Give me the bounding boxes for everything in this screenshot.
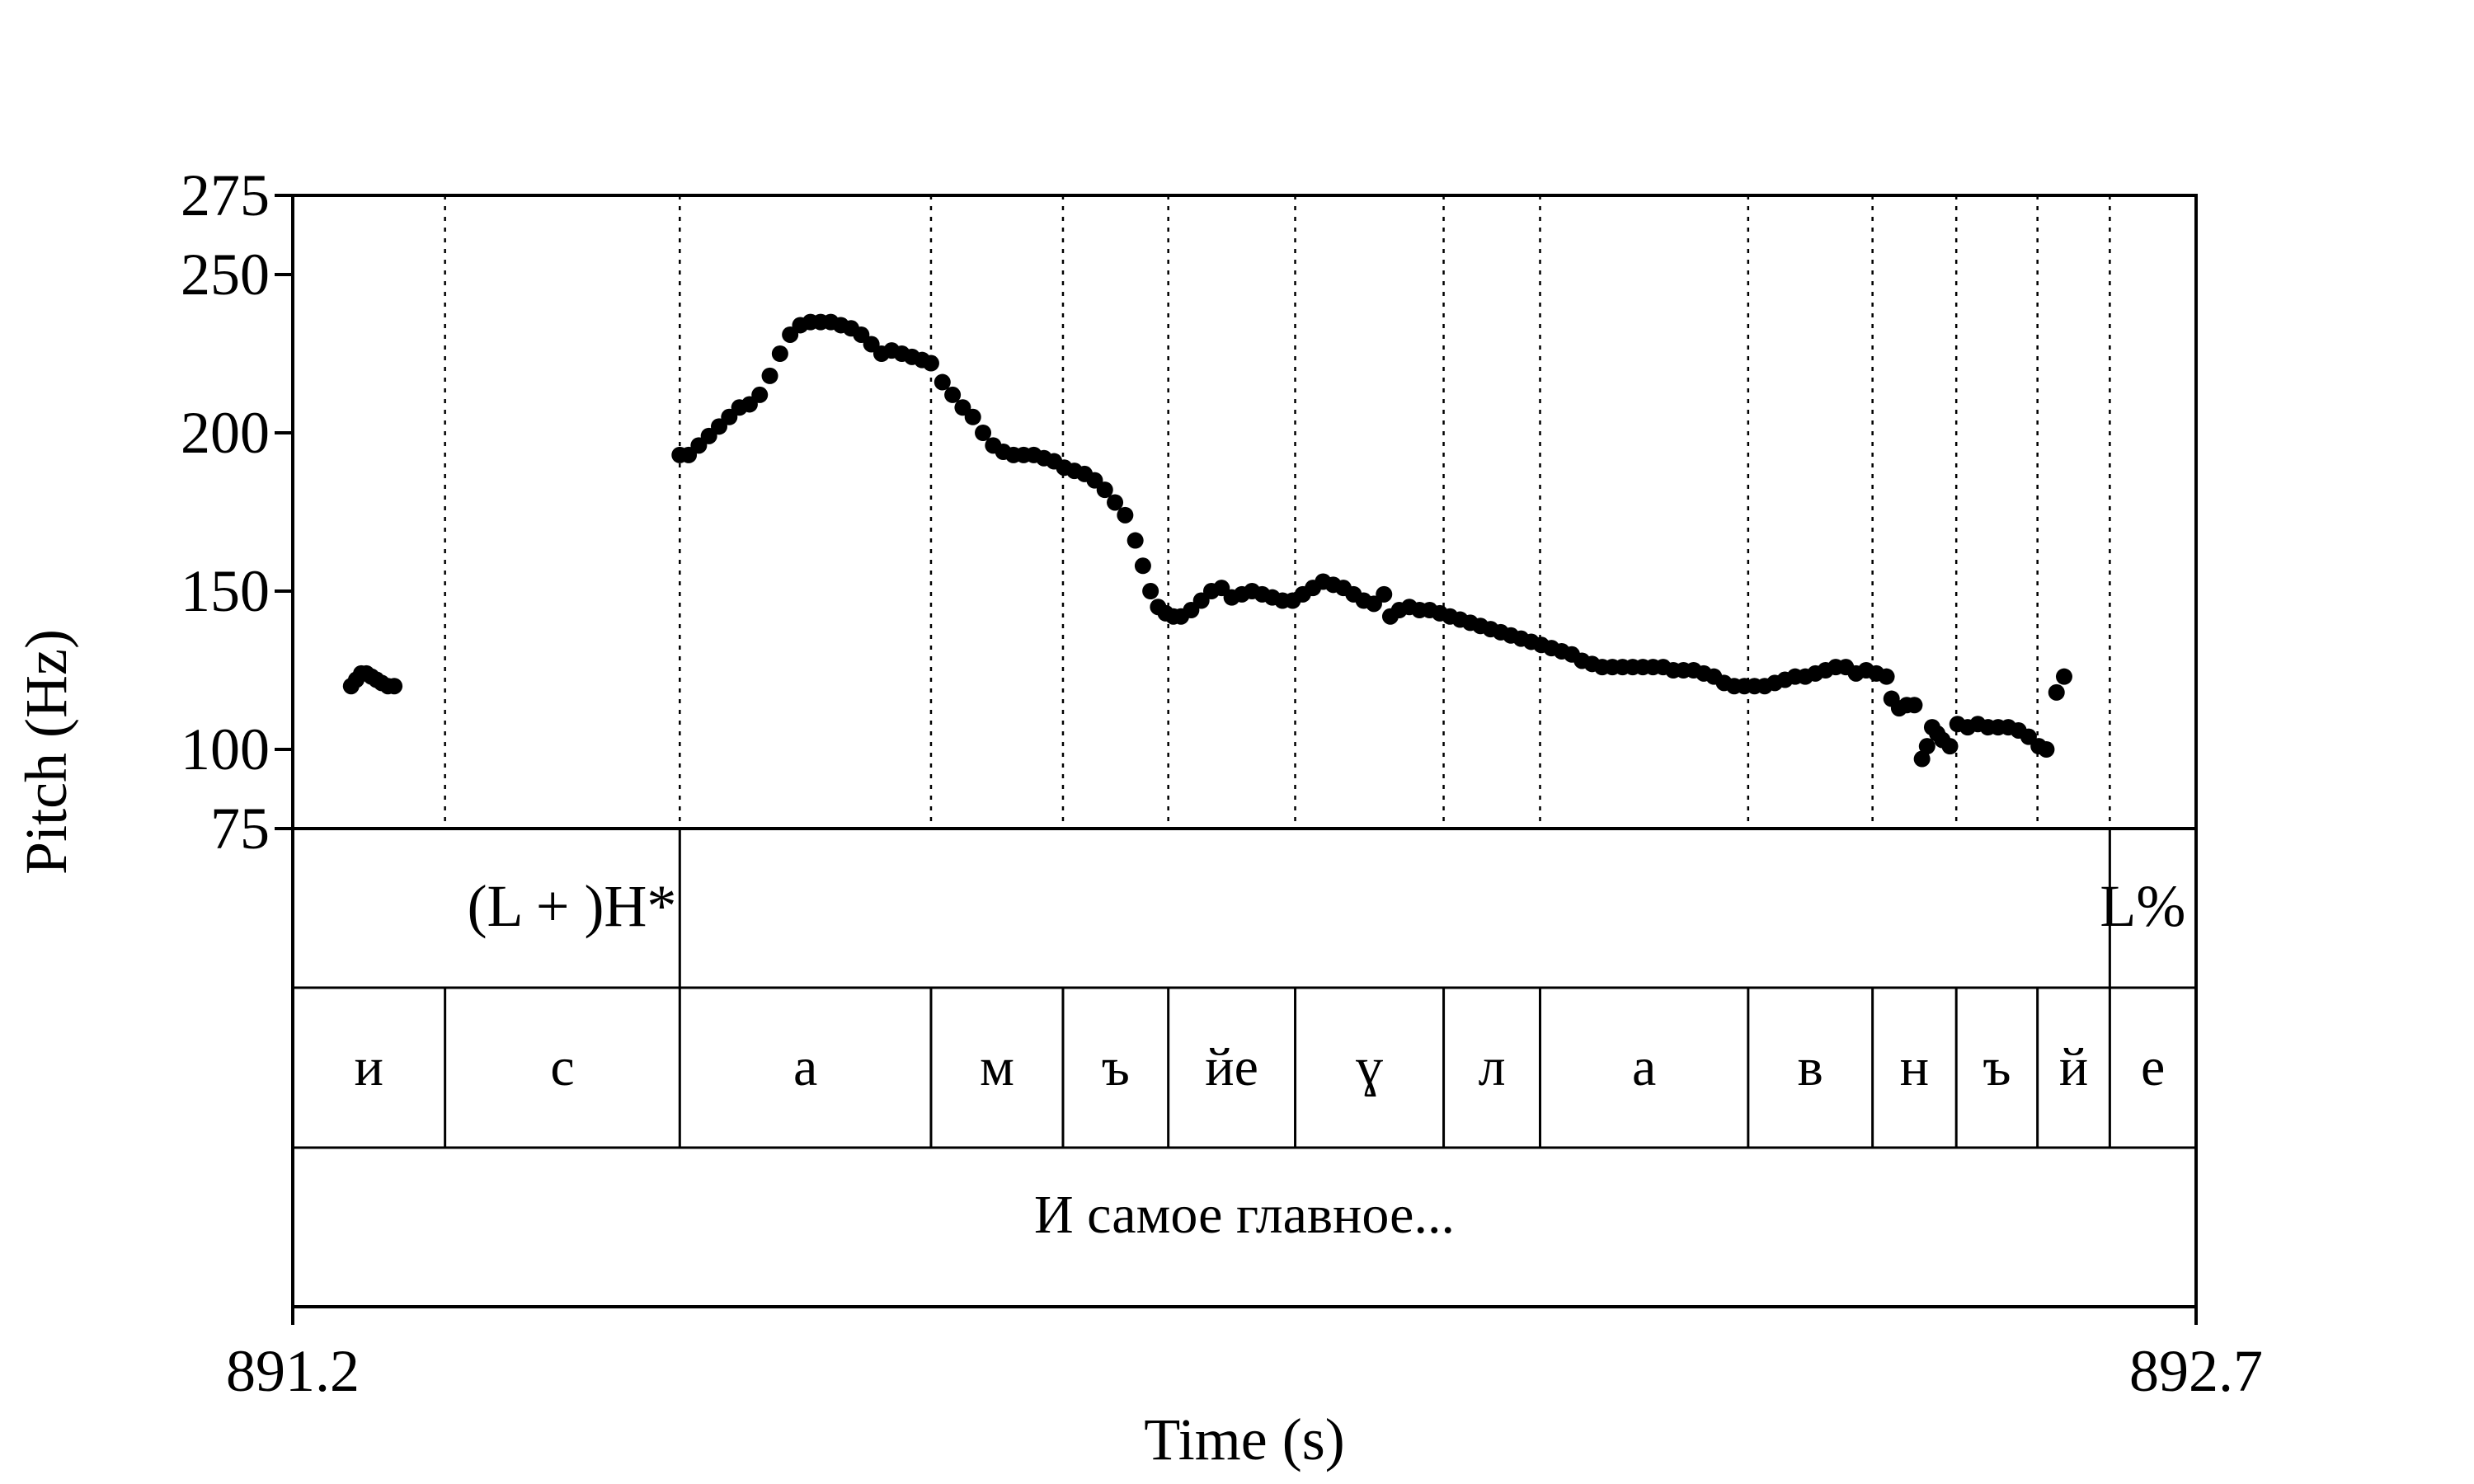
- segment-label: и: [355, 1037, 383, 1097]
- pitch-point: [386, 678, 403, 695]
- segment-label: а: [793, 1037, 817, 1097]
- tone-label: (L + )H*: [468, 873, 677, 939]
- segment-label: й: [2059, 1037, 2088, 1097]
- pitch-point: [1941, 738, 1959, 755]
- x-tick-label: 891.2: [226, 1338, 360, 1404]
- pitch-point: [922, 355, 939, 372]
- y-axis-label: Pitch (Hz): [13, 629, 79, 875]
- segment-label: ъ: [1102, 1037, 1130, 1097]
- pitch-point: [1913, 750, 1931, 768]
- chart-frames: [291, 194, 2198, 1325]
- pitch-point: [2055, 668, 2072, 685]
- segment-label: в: [1798, 1037, 1823, 1097]
- pitch-point: [1918, 738, 1935, 755]
- segment-label: ъ: [1982, 1037, 2011, 1097]
- sentence-label: И самое главное...: [1034, 1185, 1455, 1245]
- tier-frame: [291, 827, 2198, 1308]
- pitch-point: [1096, 481, 1113, 499]
- y-tick-label: 200: [181, 400, 270, 466]
- pitch-point: [1134, 557, 1151, 575]
- segment-label: ɣ: [1356, 1037, 1383, 1097]
- tone-tier: (L + )H* L%: [468, 829, 2185, 988]
- segment-boundaries: [444, 195, 2111, 829]
- segment-label: м: [980, 1037, 1014, 1097]
- y-tick-label: 100: [181, 716, 270, 782]
- pitch-point: [2048, 683, 2065, 701]
- y-tick-label: 250: [181, 242, 270, 308]
- y-tick-label: 150: [181, 558, 270, 624]
- x-axis-ticks: 891.2 892.7: [226, 1338, 2263, 1404]
- pitch-points: [342, 313, 2072, 768]
- segment-label: а: [1632, 1037, 1656, 1097]
- pitch-point: [761, 367, 778, 384]
- pitch-point: [1107, 494, 1124, 511]
- pitch-point: [1117, 506, 1134, 524]
- pitch-point: [1142, 583, 1159, 599]
- pitch-point: [751, 386, 769, 403]
- pitch-point: [2038, 741, 2055, 758]
- pitch-point: [1376, 585, 1393, 603]
- y-tick-label: 75: [210, 796, 270, 862]
- pitch-point: [1878, 668, 1895, 685]
- x-tick-label: 892.7: [2129, 1338, 2263, 1404]
- pitch-point: [975, 425, 992, 441]
- segment-tier: и с а м ъ йе ɣ л а в н ъ й е: [355, 988, 2165, 1148]
- y-tick-label: 275: [181, 162, 270, 228]
- plot-frame: [291, 194, 2198, 830]
- segment-label: л: [1479, 1037, 1506, 1097]
- pitch-point: [771, 345, 788, 362]
- segment-label: йе: [1205, 1037, 1258, 1097]
- pitch-point: [1906, 697, 1923, 714]
- segment-label: е: [2141, 1037, 2165, 1097]
- y-axis-ticks: 75 100 150 200 250 275: [181, 162, 293, 862]
- segment-label: с: [550, 1037, 574, 1097]
- segment-label: н: [1900, 1037, 1929, 1097]
- pitch-point: [944, 386, 962, 403]
- pitch-point: [964, 408, 981, 425]
- x-axis-label: Time (s): [1144, 1407, 1344, 1472]
- pitch-point: [934, 373, 951, 391]
- tone-label: L%: [2100, 873, 2185, 939]
- pitch-point: [1126, 532, 1144, 549]
